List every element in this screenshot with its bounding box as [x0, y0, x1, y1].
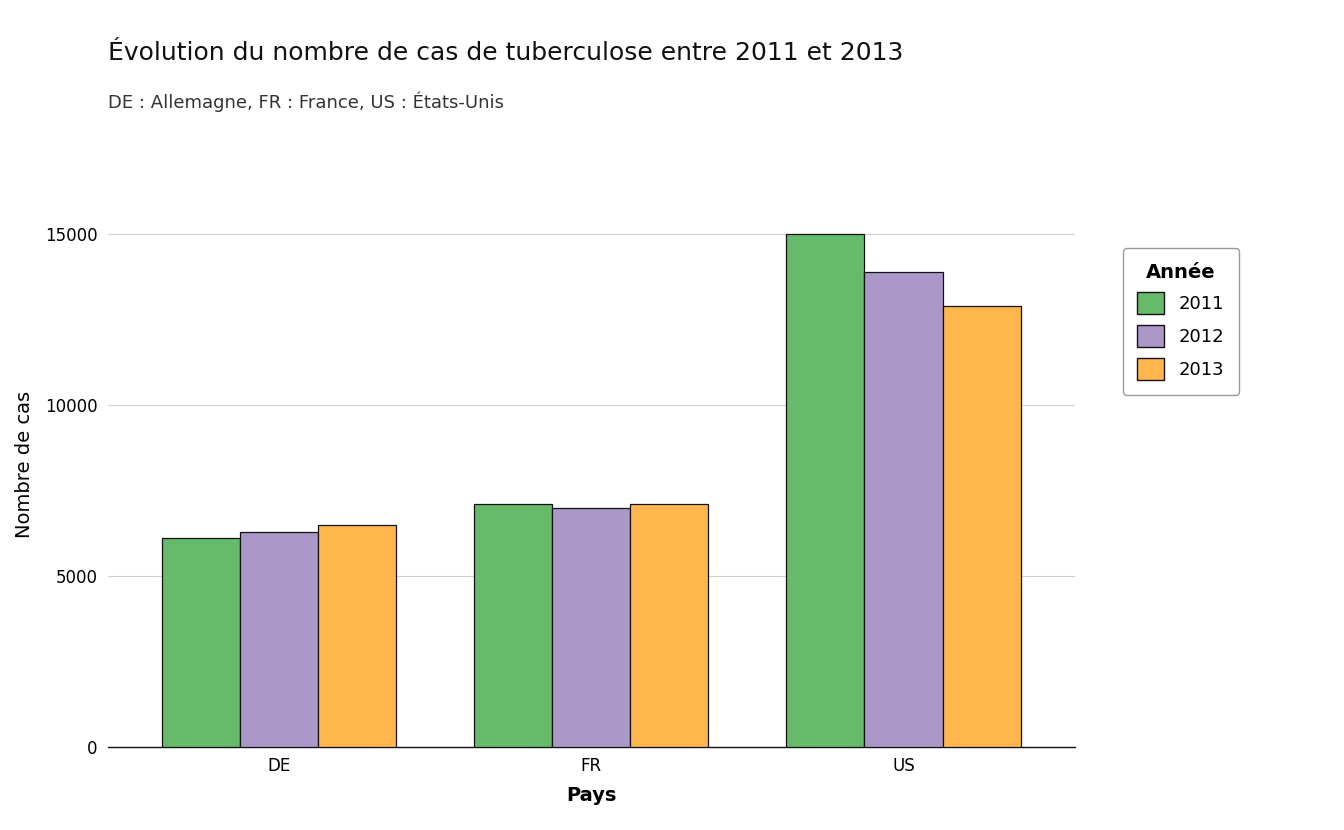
Bar [319, 525, 396, 747]
Legend: 2011, 2012, 2013: 2011, 2012, 2013 [1124, 248, 1239, 394]
Bar [552, 508, 630, 747]
Text: Évolution du nombre de cas de tuberculose entre 2011 et 2013: Évolution du nombre de cas de tuberculos… [108, 42, 903, 66]
Bar [942, 305, 1020, 747]
Bar [786, 234, 864, 747]
Bar [474, 504, 552, 747]
Bar [241, 531, 319, 747]
Bar [864, 271, 942, 747]
Bar [163, 539, 241, 747]
Text: DE : Allemagne, FR : France, US : États-Unis: DE : Allemagne, FR : France, US : États-… [108, 91, 504, 112]
Y-axis label: Nombre de cas: Nombre de cas [15, 391, 34, 539]
Bar [630, 504, 708, 747]
X-axis label: Pays: Pays [566, 786, 617, 805]
